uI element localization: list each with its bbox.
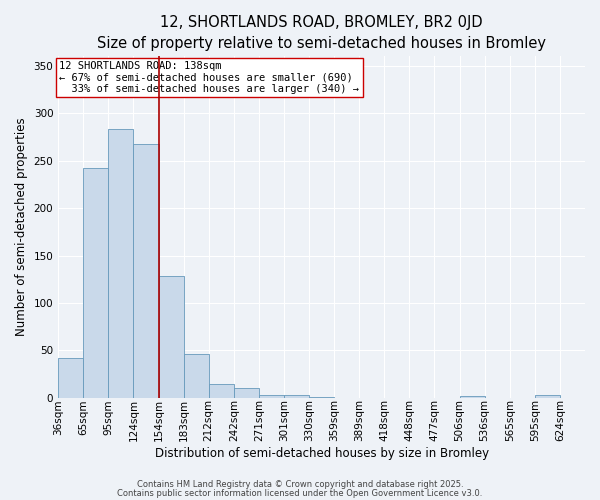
Bar (133, 144, 158, 398)
Bar (309, 397, 334, 398)
Bar (284, 395, 309, 398)
Bar (109, 130, 133, 398)
Bar (83, 168, 109, 398)
Title: 12, SHORTLANDS ROAD, BROMLEY, BR2 0JD
Size of property relative to semi-detached: 12, SHORTLANDS ROAD, BROMLEY, BR2 0JD Si… (97, 15, 546, 51)
Bar (209, 384, 234, 398)
X-axis label: Distribution of semi-detached houses by size in Bromley: Distribution of semi-detached houses by … (155, 447, 488, 460)
Bar (184, 354, 209, 398)
Bar (259, 395, 284, 398)
Y-axis label: Number of semi-detached properties: Number of semi-detached properties (15, 118, 28, 336)
Text: Contains HM Land Registry data © Crown copyright and database right 2025.: Contains HM Land Registry data © Crown c… (137, 480, 463, 489)
Bar (460, 396, 485, 398)
Text: Contains public sector information licensed under the Open Government Licence v3: Contains public sector information licen… (118, 488, 482, 498)
Text: 12 SHORTLANDS ROAD: 138sqm
← 67% of semi-detached houses are smaller (690)
  33%: 12 SHORTLANDS ROAD: 138sqm ← 67% of semi… (59, 61, 359, 94)
Bar (535, 395, 560, 398)
Bar (58, 358, 83, 398)
Bar (158, 276, 184, 398)
Bar (234, 388, 259, 398)
